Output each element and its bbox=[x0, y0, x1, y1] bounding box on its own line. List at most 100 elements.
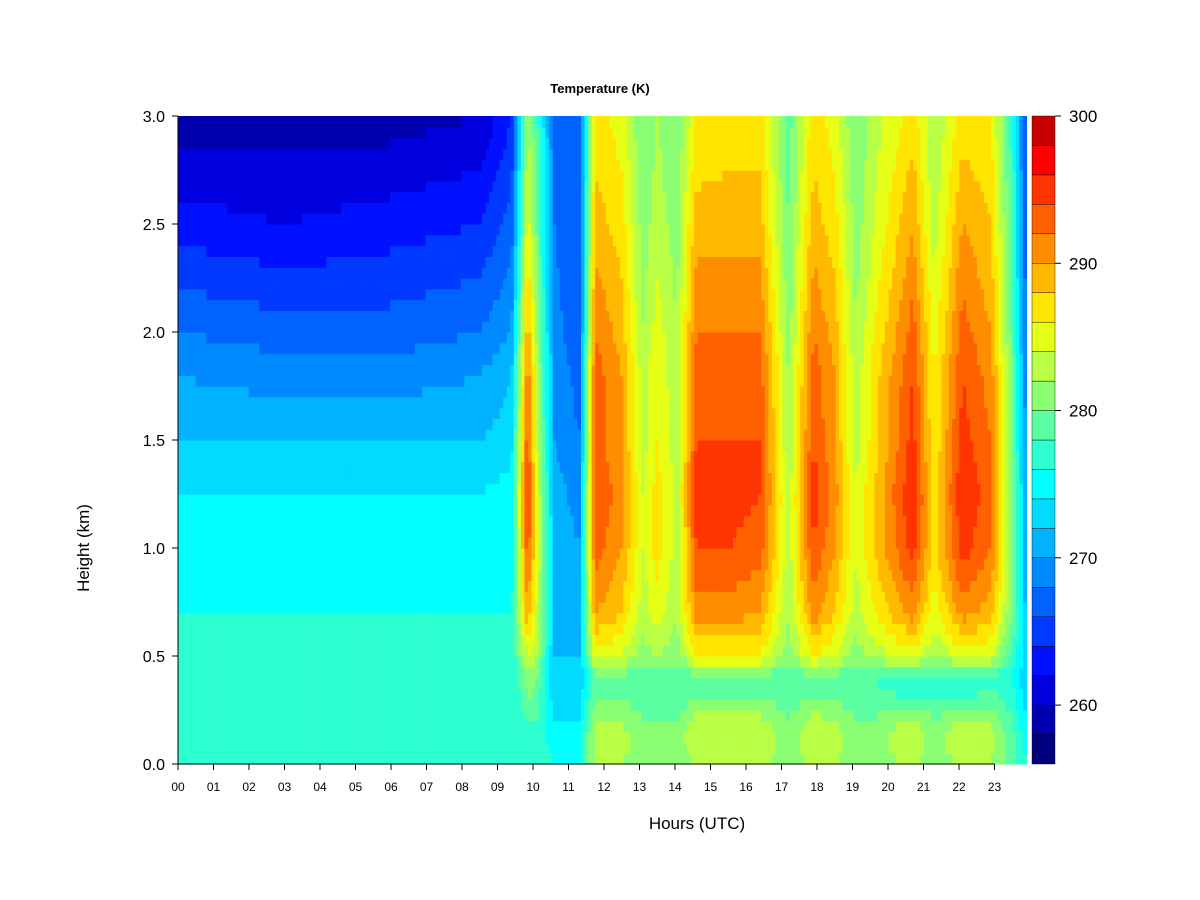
heatmap-cell bbox=[266, 429, 271, 441]
heatmap-cell bbox=[467, 202, 473, 214]
heatmap-cell bbox=[372, 494, 377, 506]
heatmap-cell bbox=[421, 526, 427, 538]
heatmap-cell bbox=[231, 666, 236, 679]
heatmap-cell bbox=[216, 224, 222, 236]
heatmap-cell bbox=[223, 472, 229, 484]
heatmap-cell bbox=[436, 375, 441, 387]
heatmap-cell bbox=[245, 494, 250, 506]
heatmap-cell bbox=[407, 364, 412, 376]
heatmap-cell bbox=[315, 720, 321, 733]
heatmap-cell bbox=[372, 440, 377, 452]
heatmap-cell bbox=[312, 137, 317, 149]
heatmap-cell bbox=[291, 483, 296, 495]
heatmap-cell bbox=[227, 645, 232, 657]
heatmap-cell bbox=[195, 742, 200, 754]
heatmap-cell bbox=[404, 720, 409, 733]
heatmap-cell bbox=[361, 137, 366, 149]
heatmap-cell bbox=[344, 472, 349, 484]
heatmap-cell bbox=[340, 461, 345, 473]
heatmap-cell bbox=[418, 180, 423, 193]
heatmap-cell bbox=[467, 558, 473, 571]
heatmap-cell bbox=[294, 278, 299, 290]
heatmap-cell bbox=[386, 720, 391, 733]
heatmap-cell bbox=[450, 137, 455, 149]
heatmap-cell bbox=[372, 612, 377, 625]
heatmap-cell bbox=[414, 386, 419, 398]
heatmap-cell bbox=[390, 623, 395, 635]
heatmap-cell bbox=[457, 731, 462, 743]
heatmap-cell bbox=[305, 677, 310, 689]
heatmap-cell bbox=[467, 666, 473, 679]
heatmap-cell bbox=[421, 612, 427, 625]
heatmap-cell bbox=[206, 623, 211, 635]
heatmap-cell bbox=[188, 742, 193, 754]
heatmap-cell bbox=[319, 418, 324, 430]
heatmap-cell bbox=[393, 126, 398, 139]
heatmap-cell bbox=[386, 170, 391, 182]
heatmap-cell bbox=[216, 353, 222, 365]
heatmap-cell bbox=[439, 321, 444, 333]
heatmap-cell bbox=[354, 742, 359, 754]
heatmap-cell bbox=[379, 353, 384, 365]
heatmap-cell bbox=[269, 321, 275, 333]
heatmap-cell bbox=[280, 375, 285, 387]
heatmap-cell bbox=[319, 191, 324, 203]
heatmap-cell bbox=[372, 418, 377, 430]
heatmap-cell bbox=[227, 234, 232, 247]
heatmap-cell bbox=[216, 213, 222, 225]
heatmap-cell bbox=[344, 699, 349, 711]
heatmap-cell bbox=[188, 623, 193, 635]
heatmap-cell bbox=[421, 353, 427, 365]
heatmap-cell bbox=[308, 753, 313, 765]
heatmap-cell bbox=[397, 666, 402, 679]
heatmap-cell bbox=[188, 159, 193, 171]
heatmap-cell bbox=[386, 256, 391, 268]
heatmap-cell bbox=[206, 332, 211, 344]
heatmap-cell bbox=[347, 213, 352, 225]
heatmap-cell bbox=[351, 386, 356, 398]
heatmap-cell bbox=[216, 332, 222, 344]
heatmap-cell bbox=[213, 504, 218, 517]
heatmap-cell bbox=[333, 612, 338, 625]
heatmap-cell bbox=[443, 461, 448, 473]
heatmap-cell bbox=[220, 580, 225, 592]
heatmap-cell bbox=[276, 245, 282, 257]
heatmap-cell bbox=[383, 591, 388, 603]
heatmap-cell bbox=[284, 699, 289, 711]
heatmap-cell bbox=[298, 634, 303, 646]
heatmap-cell bbox=[195, 234, 200, 247]
heatmap-cell bbox=[213, 364, 218, 376]
heatmap-cell bbox=[397, 515, 402, 527]
heatmap-cell bbox=[181, 375, 186, 387]
heatmap-cell bbox=[248, 710, 253, 722]
heatmap-cell bbox=[294, 677, 299, 689]
heatmap-cell bbox=[195, 461, 200, 473]
heatmap-cell bbox=[231, 699, 236, 711]
heatmap-cell bbox=[238, 515, 243, 527]
heatmap-cell bbox=[252, 450, 257, 463]
heatmap-cell bbox=[453, 256, 458, 268]
heatmap-cell bbox=[351, 699, 356, 711]
heatmap-cell bbox=[436, 148, 441, 160]
heatmap-cell bbox=[443, 116, 448, 128]
heatmap-cell bbox=[223, 321, 229, 333]
heatmap-cell bbox=[181, 461, 186, 473]
heatmap-cell bbox=[181, 623, 186, 635]
heatmap-cell bbox=[238, 396, 243, 409]
heatmap-cell bbox=[464, 191, 469, 203]
heatmap-cell bbox=[252, 731, 257, 743]
heatmap-cell bbox=[361, 429, 366, 441]
heatmap-cell bbox=[280, 548, 285, 560]
heatmap-cell bbox=[231, 720, 236, 733]
heatmap-cell bbox=[213, 580, 218, 592]
heatmap-cell bbox=[404, 537, 409, 549]
heatmap-cell bbox=[322, 602, 328, 614]
heatmap-cell bbox=[326, 364, 331, 376]
heatmap-cell bbox=[287, 191, 292, 203]
heatmap-cell bbox=[262, 310, 267, 322]
heatmap-cell bbox=[404, 483, 409, 495]
heatmap-cell bbox=[202, 213, 207, 225]
heatmap-cell bbox=[333, 753, 338, 765]
heatmap-cell bbox=[436, 191, 441, 203]
heatmap-cell bbox=[322, 234, 328, 247]
